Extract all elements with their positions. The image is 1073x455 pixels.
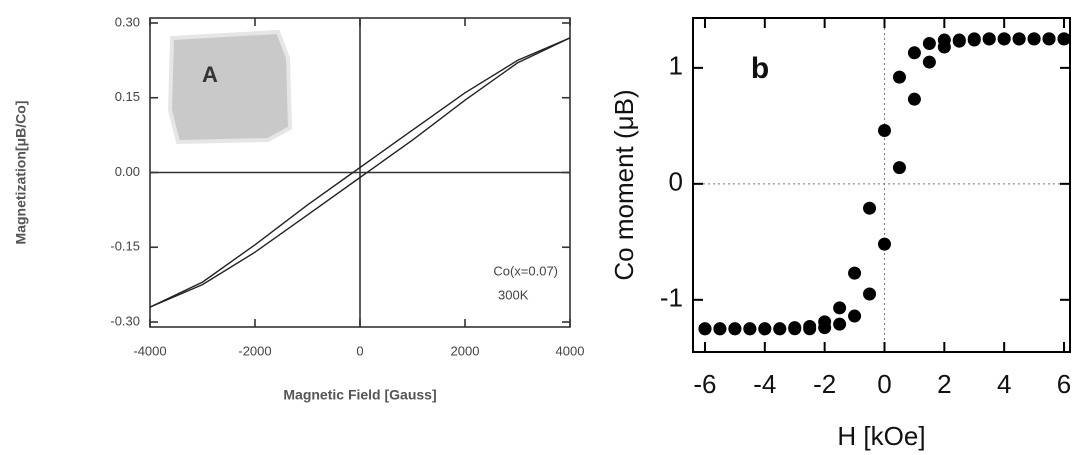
data-point [863, 287, 877, 301]
curve [149, 37, 571, 308]
data-point [848, 309, 862, 323]
data-point [922, 55, 936, 69]
x-tick-label: 0 [877, 369, 891, 399]
y-tick-label: 0.00 [115, 164, 140, 179]
data-point [863, 201, 877, 215]
inset-sample [167, 29, 293, 145]
y-tick-label: 0 [669, 167, 683, 197]
data-point [907, 92, 921, 106]
data-point [1027, 32, 1041, 46]
data-point [833, 317, 847, 331]
panel-a: 0.30 0.15 0.00 -0.15 -0.30 -4000 -2000 0 2000 400… [13, 14, 585, 402]
data-point [728, 322, 742, 336]
x-tick-label: -4 [753, 369, 776, 399]
y-tick-label: -1 [660, 283, 683, 313]
data-point [833, 301, 847, 315]
x-tick-label: -2 [813, 369, 836, 399]
data-point [982, 32, 996, 46]
data-point [967, 33, 981, 47]
y-tick-label: -0.30 [110, 313, 140, 328]
x-tick-label: 0 [356, 343, 363, 358]
y-tick-label: 0.30 [115, 14, 140, 29]
data-point [922, 37, 936, 51]
data-point [892, 161, 906, 175]
data-point [788, 322, 802, 336]
data-point [907, 46, 921, 60]
annotation: b [751, 52, 769, 85]
annotation: 300K [498, 287, 529, 302]
x-tick-label: 6 [1057, 369, 1071, 399]
data-point [698, 322, 712, 336]
data-point [997, 32, 1011, 46]
curve [149, 37, 571, 308]
annotation: Co(x=0.07) [493, 263, 558, 278]
data-point [848, 266, 862, 280]
data-point [1057, 32, 1071, 46]
x-tick-label: -4000 [133, 343, 166, 358]
x-axis-label: H [kOe] [837, 421, 925, 451]
x-tick-label: 2000 [451, 343, 480, 358]
y-axis-label: Magnetization[μB/Co] [13, 101, 29, 245]
panel-b: -1 0 1 -6 -4 -2 0 2 4 6 H [kOe] Co moment (μB) b [609, 17, 1071, 451]
y-axis-label: Co moment (μB) [609, 89, 639, 280]
x-tick-label: -2000 [238, 343, 271, 358]
data-point [892, 70, 906, 84]
data-point [877, 237, 891, 251]
data-point [952, 34, 966, 48]
x-tick-label: 2 [937, 369, 951, 399]
y-tick-label: 0.15 [115, 89, 140, 104]
x-tick-label: 4 [997, 369, 1011, 399]
data-point [1012, 32, 1026, 46]
data-point [1042, 32, 1056, 46]
data-point [818, 321, 832, 335]
annotation: A [202, 62, 218, 87]
data-point [743, 322, 757, 336]
x-tick-label: 4000 [556, 343, 585, 358]
plot-frame [692, 17, 1071, 353]
y-tick-label: -0.15 [110, 239, 140, 254]
data-point [803, 322, 817, 336]
data-point [877, 123, 891, 137]
data-point [937, 40, 951, 54]
data-point [713, 322, 727, 336]
data-point [758, 322, 772, 336]
data-point [773, 322, 787, 336]
x-tick-label: -6 [693, 369, 716, 399]
x-axis-label: Magnetic Field [Gauss] [283, 387, 436, 403]
y-tick-label: 1 [669, 51, 683, 81]
